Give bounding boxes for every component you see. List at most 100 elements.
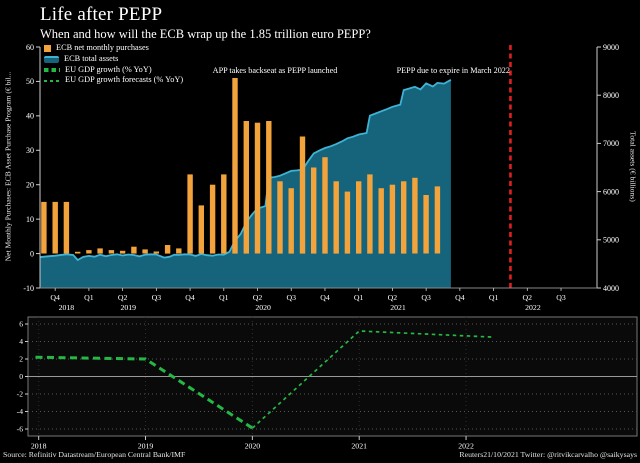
total-assets-line [39, 79, 452, 262]
bar-net-purchases [299, 136, 306, 254]
year-tick-label: 2022 [525, 303, 541, 312]
quarter-tick-label: Q1 [84, 293, 94, 302]
year-tick-label: 2018 [59, 303, 75, 312]
gdp-axis-tick-label: 6 [19, 320, 23, 329]
gdp-axis-tick-label: -6 [17, 425, 24, 434]
quarter-tick-label: Q2 [388, 293, 398, 302]
bar-net-purchases [254, 122, 261, 254]
legend-item: ECB net monthly purchases [44, 43, 183, 54]
quarter-tick-label: Q3 [556, 293, 566, 302]
year-tick-label: 2021 [390, 303, 406, 312]
bar-net-purchases [311, 167, 317, 254]
legend-marker-dash-thick-icon [44, 68, 60, 72]
bar-net-purchases [108, 250, 115, 254]
bar-net-purchases [198, 205, 204, 254]
annotation-app-backseat: APP takes backseat as PEPP launched [212, 66, 338, 75]
legend-label: EU GDP growth forecasts (% YoY) [65, 75, 184, 85]
quarter-tick-label: Q3 [152, 293, 162, 302]
bar-net-purchases [63, 201, 70, 254]
bar-net-purchases [322, 157, 328, 254]
gdp-year-tick-label: 2021 [351, 442, 367, 451]
gdp-axis-tick-label: -2 [17, 390, 24, 399]
top-chart-left-axis-title: Net Monthly Purchases: ECB Asset Purchas… [3, 71, 13, 262]
quarter-tick-label: Q1 [489, 293, 499, 302]
bar-net-purchases [52, 201, 58, 254]
right-axis-tick-label: 8000 [603, 91, 619, 100]
bar-net-purchases [333, 181, 339, 254]
bar-net-purchases [131, 246, 137, 254]
quarter-tick-label: Q1 [354, 293, 364, 302]
gdp-axis-tick-label: -4 [17, 407, 24, 416]
right-axis-tick-label: 6000 [603, 187, 619, 196]
annotation-pepp-expiry: PEPP due to expire in March 2022 [396, 66, 510, 75]
bar-net-purchases [209, 184, 216, 254]
bar-net-purchases [142, 249, 148, 254]
bar-net-purchases [367, 174, 373, 254]
top-chart-right-axis-title: Total assets (€ billions) [628, 131, 638, 202]
left-axis-tick-label: 10 [26, 215, 34, 224]
net-purchases-bars [41, 78, 441, 254]
legend-marker-dash-thin-icon [44, 79, 60, 82]
page-title: Life after PEPP [40, 4, 163, 25]
bar-net-purchases [344, 191, 351, 254]
quarter-tick-label: Q3 [286, 293, 296, 302]
bar-net-purchases [266, 121, 272, 254]
bar-net-purchases [187, 174, 193, 254]
bar-net-purchases [389, 184, 396, 254]
quarter-tick-label: Q4 [455, 293, 465, 302]
quarter-tick-label: Q2 [523, 293, 533, 302]
legend-item: EU GDP growth forecasts (% YoY) [44, 75, 183, 86]
year-tick-label: 2019 [120, 303, 136, 312]
left-axis-tick-label: -10 [23, 284, 34, 293]
quarter-tick-label: Q4 [185, 293, 195, 302]
bar-net-purchases [378, 188, 384, 254]
top-chart: 60 50 40 30 20 10 0 -10 9000 8000 7000 6000 5000 4000… [23, 43, 619, 312]
bar-net-purchases [97, 248, 103, 254]
bar-net-purchases [221, 174, 227, 254]
gdp-year-tick-label: 2019 [138, 442, 154, 451]
right-axis-tick-label: 7000 [603, 139, 619, 148]
right-axis-tick-label: 4000 [603, 284, 619, 293]
top-chart-legend: ECB net monthly purchases ECB total asset… [44, 43, 183, 86]
bar-net-purchases [119, 250, 126, 254]
left-axis-tick-label: 20 [26, 181, 34, 190]
quarter-tick-label: Q4 [50, 293, 60, 302]
bottom-chart: 6 4 2 0 -2 -4 -6 2018 2019 2020 2021 2022 [17, 316, 638, 451]
left-axis-tick-label: 30 [26, 146, 34, 155]
quarter-tick-label: Q4 [320, 293, 330, 302]
quarter-tick-label: Q2 [118, 293, 128, 302]
bar-net-purchases [86, 250, 92, 254]
legend-item: ECB total assets [44, 54, 183, 65]
bar-net-purchases [423, 195, 429, 254]
year-tick-label: 2020 [255, 303, 271, 312]
bar-net-purchases [288, 188, 294, 254]
left-axis-tick-label: 50 [26, 77, 34, 86]
quarter-tick-label: Q2 [253, 293, 263, 302]
quarter-tick-label: Q1 [219, 293, 229, 302]
bar-net-purchases [75, 251, 81, 254]
source-note: Source: Refinitiv Datastream/European Ce… [3, 450, 186, 459]
legend-marker-square-icon [44, 44, 51, 52]
bar-net-purchases [153, 251, 159, 254]
credit-note: Reuters21/10/2021 Twitter: @ritvikcarval… [459, 450, 637, 459]
page-subtitle: When and how will the ECB wrap up the 1.… [40, 27, 371, 41]
legend-label: ECB net monthly purchases [56, 43, 149, 52]
bar-net-purchases [176, 248, 182, 254]
legend-label: ECB total assets [64, 53, 119, 63]
legend-label: EU GDP growth (% YoY) [65, 64, 152, 74]
bar-net-purchases [41, 201, 47, 254]
gdp-axis-tick-label: 2 [19, 355, 23, 364]
gdp-year-tick-label: 2022 [458, 442, 474, 451]
bar-net-purchases [243, 121, 249, 254]
bar-net-purchases [164, 245, 171, 254]
legend-marker-area-icon [44, 55, 59, 63]
left-axis-tick-label: 60 [26, 43, 34, 52]
bar-net-purchases [434, 186, 441, 254]
bar-net-purchases [412, 177, 418, 254]
bar-net-purchases [356, 181, 362, 254]
bar-net-purchases [277, 181, 283, 254]
top-chart-axes: 60 50 40 30 20 10 0 -10 9000 8000 7000 6000 5000 4000… [23, 43, 619, 312]
gdp-year-tick-label: 2018 [31, 442, 47, 451]
